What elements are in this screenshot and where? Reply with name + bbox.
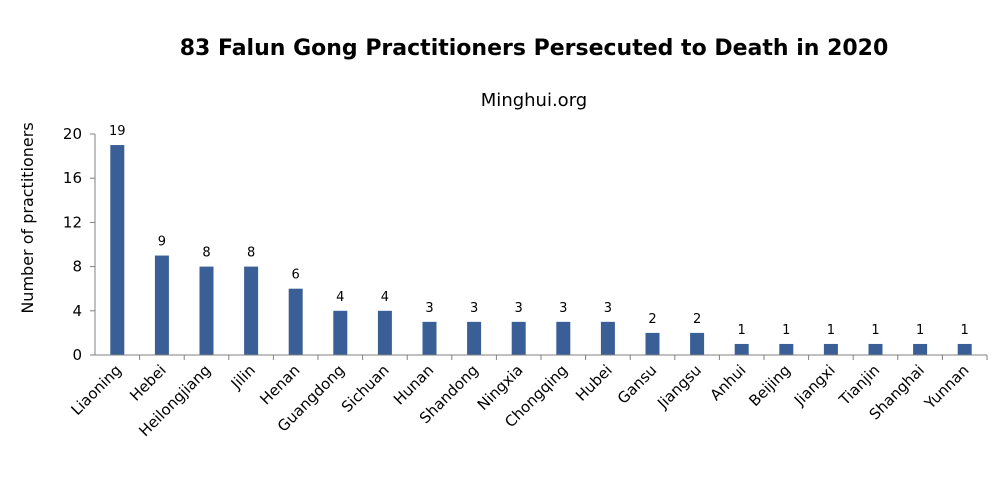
bar-anhui bbox=[734, 343, 749, 355]
data-label-tianjin: 1 bbox=[871, 323, 879, 338]
chart-title: 83 Falun Gong Practitioners Persecuted t… bbox=[180, 36, 889, 61]
y-tick-label: 0 bbox=[72, 346, 82, 364]
data-label-heilongjiang: 8 bbox=[202, 246, 210, 261]
bar-heilongjiang bbox=[199, 266, 214, 355]
y-tick-label: 20 bbox=[63, 125, 82, 143]
bar-hebei bbox=[154, 255, 169, 355]
data-label-liaoning: 19 bbox=[109, 124, 126, 139]
bar-sichuan bbox=[377, 310, 392, 355]
y-axis-label: Number of practitioners bbox=[18, 122, 37, 313]
x-tick-label-hebei: Hebei bbox=[126, 361, 169, 404]
data-label-guangdong: 4 bbox=[336, 290, 344, 305]
data-label-hubei: 3 bbox=[604, 301, 612, 316]
data-labels-group: 19 9 8 8 6 4 4 3 3 3 3 3 2 2 1 1 1 1 1 1 bbox=[109, 124, 969, 338]
bar-henan bbox=[288, 288, 303, 355]
data-label-hebei: 9 bbox=[158, 235, 166, 250]
bar-shandong bbox=[467, 321, 482, 355]
bar-ningxia bbox=[511, 321, 526, 355]
bar-yunnan bbox=[957, 343, 972, 355]
data-label-hunan: 3 bbox=[425, 301, 433, 316]
data-label-henan: 6 bbox=[292, 268, 300, 283]
data-label-jilin: 8 bbox=[247, 246, 255, 261]
x-tick-label-yunnan: Yunnan bbox=[920, 361, 972, 413]
data-label-jiangxi: 1 bbox=[827, 323, 835, 338]
bar-jilin bbox=[244, 266, 259, 355]
x-tick-label-hubei: Hubei bbox=[572, 361, 616, 405]
data-label-beijing: 1 bbox=[782, 323, 790, 338]
bar-chongqing bbox=[556, 321, 571, 355]
x-tick-label-jiangxi: Jiangxi bbox=[790, 361, 839, 410]
x-tick-label-gansu: Gansu bbox=[614, 361, 660, 407]
data-label-shanghai: 1 bbox=[916, 323, 924, 338]
bar-shanghai bbox=[913, 343, 928, 355]
x-tick-label-jiangsu: Jiangsu bbox=[653, 361, 705, 413]
x-tick-label-beijing: Beijing bbox=[745, 361, 794, 410]
bar-hunan bbox=[422, 321, 437, 355]
y-tick-label: 12 bbox=[63, 213, 82, 231]
bar-gansu bbox=[645, 332, 660, 355]
y-axis: 0 4 8 12 16 20 bbox=[63, 125, 95, 364]
x-tick-label-liaoning: Liaoning bbox=[67, 361, 125, 419]
bar-liaoning bbox=[110, 145, 125, 355]
bars-group bbox=[110, 145, 972, 355]
data-label-ningxia: 3 bbox=[515, 301, 523, 316]
y-tick-label: 4 bbox=[72, 302, 82, 320]
data-label-sichuan: 4 bbox=[381, 290, 389, 305]
data-label-anhui: 1 bbox=[738, 323, 746, 338]
x-tick-label-sichuan: Sichuan bbox=[338, 361, 393, 416]
data-label-chongqing: 3 bbox=[559, 301, 567, 316]
x-tick-label-anhui: Anhui bbox=[706, 361, 749, 404]
bar-guangdong bbox=[333, 310, 348, 355]
bar-hubei bbox=[600, 321, 615, 355]
data-label-gansu: 2 bbox=[648, 312, 656, 327]
y-tick-label: 16 bbox=[63, 169, 82, 187]
data-label-shandong: 3 bbox=[470, 301, 478, 316]
data-label-jiangsu: 2 bbox=[693, 312, 701, 327]
x-tick-label-jilin: Jilin bbox=[227, 361, 259, 393]
y-tick-label: 8 bbox=[72, 258, 82, 276]
bar-jiangsu bbox=[690, 332, 705, 355]
bar-jiangxi bbox=[823, 343, 838, 355]
bar-tianjin bbox=[868, 343, 883, 355]
chart-subtitle: Minghui.org bbox=[481, 90, 587, 111]
bar-beijing bbox=[779, 343, 794, 355]
data-label-yunnan: 1 bbox=[961, 323, 969, 338]
